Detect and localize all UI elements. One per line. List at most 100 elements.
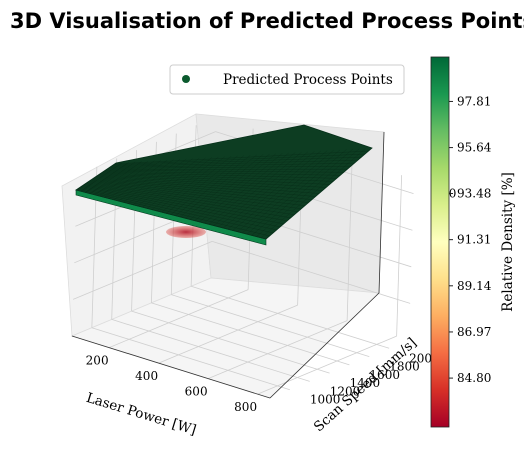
surface-mesh-line — [85, 183, 291, 219]
colorbar-tick-label: 95.64 — [457, 141, 492, 155]
surface-mesh-line — [79, 187, 277, 231]
surface-mesh-line — [189, 153, 270, 220]
surface-mesh-line — [218, 151, 309, 227]
surface-mesh-line — [114, 150, 369, 165]
surface-mesh-line — [99, 160, 149, 197]
surface-mesh-line — [246, 149, 347, 235]
surface-mesh-line — [147, 157, 213, 209]
surface-mesh-line — [78, 187, 274, 234]
surface-mesh-line — [118, 159, 174, 202]
colorbar-tick-label: 93.48 — [457, 187, 491, 201]
surface-mesh-line — [90, 161, 136, 194]
colorbar-ticks: 84.80 86.97 89.14 91.31 93.48 95.64 97.81 — [449, 94, 492, 385]
surface-mesh-line — [97, 175, 323, 191]
surface-mesh-line — [242, 149, 341, 234]
x-axis-line — [71, 335, 271, 399]
surface-mesh-line — [101, 172, 334, 182]
grid-line-y — [131, 310, 330, 374]
surface-mesh-line — [109, 162, 355, 168]
x-axis-label: Laser Power [W] — [84, 390, 198, 439]
surface-mesh-line — [105, 169, 344, 173]
colorbar-tick-label: 91.31 — [457, 233, 491, 247]
low-density-region — [166, 226, 206, 238]
surface-mesh-line — [93, 178, 312, 200]
surface-mesh-line — [180, 154, 257, 218]
grid-line-y — [191, 285, 390, 349]
x-tick-label: 800 — [234, 400, 257, 414]
x-tick-label: 200 — [86, 354, 109, 368]
surface-mesh-line — [94, 177, 316, 197]
grid-line-y — [111, 319, 310, 382]
y-tick-label: 1200 — [330, 384, 361, 398]
grid-line-x — [346, 159, 353, 321]
surface-mesh-line — [110, 159, 358, 167]
surface-mesh-line — [170, 155, 245, 215]
predicted-surface — [75, 124, 373, 246]
legend[interactable]: Predicted Process Points — [169, 64, 405, 95]
colorbar-gradient — [430, 56, 450, 428]
grid-line-x — [158, 304, 298, 364]
surface-mesh-line — [113, 153, 365, 166]
surface-mesh-line — [261, 148, 366, 238]
surface-mesh-line — [81, 186, 281, 228]
surface-mesh-line — [103, 170, 341, 176]
surface-mesh-line — [109, 160, 161, 199]
surface-mesh-line — [175, 154, 251, 216]
legend-box — [169, 64, 405, 95]
legend-marker — [182, 75, 190, 83]
surface-mesh-line — [151, 156, 219, 210]
colorbar-tick-label: 86.97 — [457, 325, 491, 339]
surface-mesh-line — [185, 154, 264, 219]
surface-mesh-line — [128, 158, 187, 204]
grid-line-y — [91, 327, 290, 391]
surface-mesh-line — [95, 176, 320, 194]
surface-mesh-line — [256, 148, 360, 237]
chart-title: 3D Visualisation of Predicted Process Po… — [10, 9, 524, 33]
surface-mesh-line — [82, 185, 284, 225]
surface-mesh-line — [194, 153, 277, 221]
grid-line-z — [72, 241, 213, 300]
surface-mesh-line — [77, 188, 270, 237]
colorbar-label: Relative Density [%] — [500, 172, 516, 312]
surface-mesh-line — [232, 150, 328, 231]
surface-mesh-line — [223, 151, 315, 229]
colorbar-tick-label: 89.14 — [457, 279, 492, 293]
surface-mesh-line — [85, 162, 129, 193]
surface-mesh-line — [111, 156, 362, 166]
surface-mesh-line — [90, 179, 305, 206]
surface-mesh-line — [166, 155, 238, 214]
surface-mesh-line — [156, 156, 225, 212]
grid-line-x — [207, 320, 348, 379]
grid-line-x — [108, 289, 249, 348]
surface-mesh-line — [80, 162, 123, 192]
surface-mesh-line — [99, 173, 330, 185]
colorbar-tick-label: 97.81 — [457, 94, 491, 108]
surface-mesh-line — [104, 160, 155, 198]
y-axis-label: Scan Speed [mm/s] — [311, 335, 420, 435]
legend-label: Predicted Process Points — [223, 72, 393, 88]
x-tick-labels: 200 400 600 800 — [86, 354, 257, 415]
surface-mesh-line — [227, 150, 321, 230]
colorbar-tick-label: 84.80 — [457, 371, 491, 385]
y-tick-label: 1600 — [369, 368, 400, 382]
surface-mesh-line — [251, 148, 353, 236]
surface-mesh — [77, 148, 369, 238]
grid-line-z — [212, 241, 411, 304]
surface-mesh-line — [83, 184, 288, 222]
grid-line-x — [396, 175, 403, 337]
y-axis-line — [269, 292, 380, 399]
surface-mesh-line — [237, 150, 334, 232]
surface-mesh-line — [137, 157, 200, 207]
surface-mesh-line — [86, 182, 295, 215]
z-axis-line — [378, 131, 385, 294]
surface-mesh-line — [123, 159, 181, 203]
surface-mesh-line — [107, 165, 351, 169]
surface-mesh-line — [89, 180, 302, 209]
surface-mesh-line — [94, 161, 142, 196]
surface-mesh-line — [98, 174, 327, 188]
surface-mesh-line — [204, 152, 289, 224]
surface-mesh-line — [113, 159, 168, 201]
surface-mesh-line — [142, 157, 206, 208]
